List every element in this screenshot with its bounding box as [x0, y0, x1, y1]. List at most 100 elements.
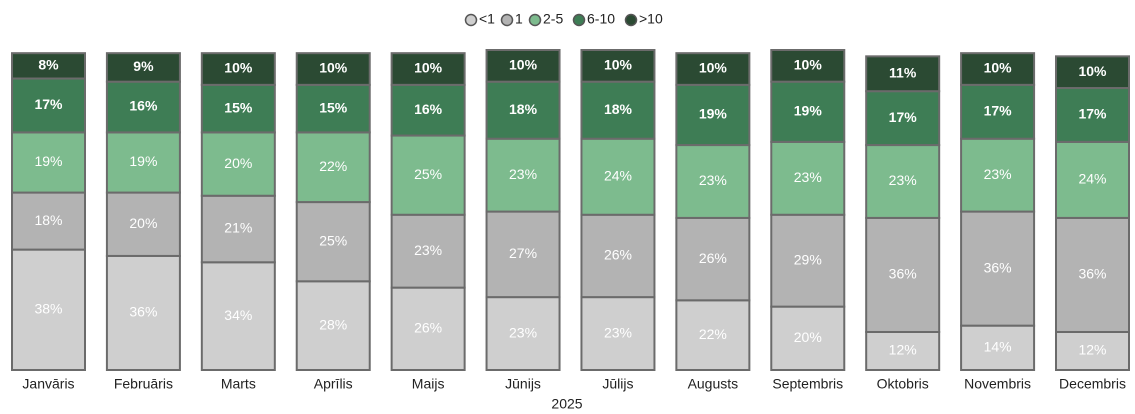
data-label: 17% — [1078, 106, 1107, 122]
legend-swatch — [528, 13, 542, 27]
data-label: 10% — [414, 60, 443, 76]
x-tick-label: Jūnijs — [505, 376, 541, 392]
data-label: 17% — [984, 102, 1013, 118]
data-label: 19% — [129, 153, 157, 169]
data-label: 15% — [224, 99, 253, 115]
data-label: 10% — [794, 57, 823, 73]
data-label: 14% — [984, 339, 1012, 355]
data-label: 24% — [1078, 171, 1106, 187]
data-label: 23% — [414, 242, 442, 258]
x-tick-label: Marts — [221, 376, 256, 392]
bar-segment — [200, 52, 276, 86]
bar-segment — [485, 296, 561, 372]
data-label: 10% — [1078, 63, 1107, 79]
data-label: 36% — [984, 259, 1012, 275]
data-label: 10% — [319, 60, 348, 76]
legend-label: 2-5 — [543, 11, 563, 27]
bar-segment — [770, 49, 846, 83]
bar-segment — [1055, 140, 1130, 219]
bar-segment — [11, 248, 86, 371]
data-label: 24% — [604, 167, 632, 183]
data-label: 23% — [889, 172, 917, 188]
data-label: 26% — [604, 247, 632, 263]
bar-segment — [580, 213, 656, 299]
bar-segment — [960, 52, 1036, 86]
data-label: 22% — [699, 326, 727, 342]
data-label: 36% — [129, 304, 157, 320]
data-label: 23% — [509, 324, 537, 340]
bar-segment — [675, 299, 751, 371]
data-label: 38% — [34, 301, 62, 317]
x-tick-label: Decembris — [1059, 376, 1126, 392]
x-axis-title: 2025 — [551, 396, 582, 412]
x-tick-label: Aprīlis — [314, 376, 353, 392]
data-label: 29% — [794, 251, 822, 267]
legend-label: 6-10 — [587, 11, 615, 27]
data-label: 10% — [509, 57, 538, 73]
data-label: 10% — [604, 57, 633, 73]
bar-segment — [105, 254, 181, 371]
bar-segment — [390, 286, 466, 371]
bar-segment — [295, 131, 371, 204]
data-label: 17% — [889, 109, 918, 125]
data-label: 23% — [699, 172, 727, 188]
bar-segment — [390, 83, 466, 137]
x-tick-label: Augusts — [688, 376, 739, 392]
legend-swatch — [464, 13, 478, 27]
legend-label: >10 — [639, 11, 663, 27]
legend-swatch — [572, 13, 586, 27]
data-label: 23% — [794, 169, 822, 185]
x-tick-label: Februāris — [114, 376, 173, 392]
bar-segment — [105, 80, 181, 134]
data-label: 20% — [224, 155, 252, 171]
data-label: 12% — [889, 342, 917, 358]
data-label: 8% — [38, 57, 59, 73]
data-label: 10% — [984, 60, 1013, 76]
bar-segment — [580, 49, 656, 83]
bar-segment — [105, 191, 181, 257]
data-label: 23% — [604, 324, 632, 340]
data-label: 15% — [319, 99, 348, 115]
bar-segment — [865, 144, 941, 219]
bar-segment — [295, 280, 371, 372]
bar-segment — [295, 201, 371, 283]
data-label: 16% — [414, 101, 443, 117]
x-tick-label: Jūlijs — [602, 376, 633, 392]
data-label: 36% — [889, 266, 917, 282]
legend-label: 1 — [515, 11, 523, 27]
bar-segment — [295, 52, 371, 86]
data-label: 12% — [1078, 342, 1106, 358]
bar-segment — [105, 52, 181, 83]
bar-segment — [1055, 55, 1130, 90]
data-label: 26% — [699, 250, 727, 266]
bar-segment — [485, 49, 561, 83]
data-label: 26% — [414, 320, 442, 336]
data-label: 28% — [319, 316, 347, 332]
data-label: 34% — [224, 307, 252, 323]
data-label: 23% — [509, 166, 537, 182]
data-label: 18% — [509, 101, 538, 117]
bar-segment — [1055, 216, 1130, 333]
data-label: 25% — [414, 166, 442, 182]
data-label: 18% — [34, 212, 62, 228]
data-label: 10% — [699, 60, 728, 76]
data-label: 10% — [224, 60, 253, 76]
bar-segment — [11, 77, 86, 134]
bar-segment — [200, 261, 276, 371]
bar-segment — [770, 305, 846, 372]
bar-segment — [675, 52, 751, 86]
data-label: 25% — [319, 232, 347, 248]
data-label: 19% — [794, 102, 823, 118]
data-label: 19% — [34, 153, 62, 169]
data-label: 19% — [699, 106, 728, 122]
legend-label: <1 — [479, 11, 495, 27]
x-tick-label: Maijs — [412, 376, 445, 392]
data-label: 9% — [133, 58, 154, 74]
data-label: 23% — [984, 166, 1012, 182]
bar-segment — [865, 216, 941, 333]
bar-segment — [960, 83, 1036, 140]
data-label: 11% — [889, 64, 917, 80]
x-tick-label: Oktobris — [877, 376, 929, 392]
legend-swatch — [624, 13, 638, 27]
